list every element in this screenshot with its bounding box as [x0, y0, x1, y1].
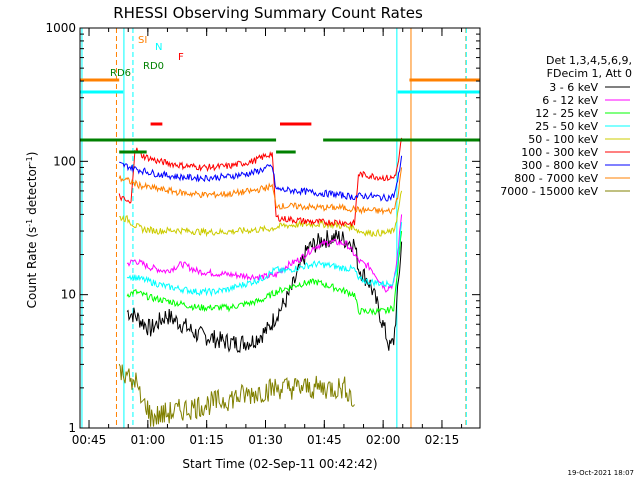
legend-entry-label-6: 300 - 800 keV [521, 159, 598, 172]
flag-label-f: F [178, 52, 184, 63]
legend-entry-label-4: 50 - 100 keV [528, 133, 598, 146]
x-tick-label-6: 02:15 [425, 433, 460, 447]
y-axis-label-exponent-2: -1 [25, 156, 34, 164]
y-tick-label-0: 1 [68, 421, 76, 435]
series-line-6 [119, 155, 403, 202]
y-axis-label-tail: detector [25, 164, 39, 219]
plot-frame [79, 27, 481, 429]
series-line-4 [119, 190, 403, 238]
flag-label-rd0: RD0 [143, 61, 164, 72]
series-line-1 [126, 214, 403, 293]
chart-title-group: RHESSI Observing Summary Count Rates [113, 4, 423, 22]
series-line-7 [118, 167, 403, 216]
plot-axes: 1 10 100 1000 00:45 01:00 01:15 01:30 01:45 02:00… [45, 21, 481, 447]
footer-timestamp: 19-Oct-2021 18:07 [568, 469, 634, 477]
x-tick-label-0: 00:45 [72, 433, 107, 447]
legend-header-line-0: Det 1,3,4,5,6,9, [546, 54, 632, 67]
y-axis-label-end: ) [25, 152, 39, 157]
flag-label-rd6: RD6 [110, 68, 131, 79]
legend-header-line-1: FDecim 1, Att 0 [547, 67, 632, 80]
series-line-0 [126, 229, 403, 354]
x-tick-label-2: 01:15 [189, 433, 224, 447]
legend-entry-label-7: 800 - 7000 keV [514, 172, 598, 185]
y-tick-label-3: 1000 [45, 21, 76, 35]
chart-title: RHESSI Observing Summary Count Rates [113, 4, 423, 22]
series-line-5 [118, 137, 403, 227]
y-axis-label-group: Count Rate (s-1 detector-1) [25, 152, 40, 309]
legend-entry-label-0: 3 - 6 keV [549, 81, 598, 94]
legend-entry-label-8: 7000 - 15000 keV [500, 185, 598, 198]
legend-entry-label-5: 100 - 300 keV [521, 146, 598, 159]
y-axis-label-exponent: -1 [25, 219, 34, 227]
y-tick-label-2: 100 [53, 154, 76, 168]
flag-label-n: N [155, 42, 162, 53]
series-line-2 [126, 231, 403, 316]
x-axis-label: Start Time (02-Sep-11 00:42:42) [182, 457, 377, 471]
legend-entry-label-2: 12 - 25 keV [535, 107, 598, 120]
y-axis-label-main: Count Rate (s [25, 227, 39, 309]
y-axis-label: Count Rate (s-1 detector-1) [25, 152, 40, 309]
series-line-8 [118, 363, 355, 427]
legend-entry-label-3: 25 - 50 keV [535, 120, 598, 133]
vertical-markers [81, 28, 467, 428]
series-line-3 [126, 222, 403, 297]
x-tick-label-3: 01:30 [248, 433, 283, 447]
state-flags: SI N F RD0 RD6 [80, 35, 480, 154]
x-tick-label-1: 01:00 [131, 433, 166, 447]
legend: Det 1,3,4,5,6,9,FDecim 1, Att 03 - 6 keV… [500, 54, 632, 198]
legend-entry-label-1: 6 - 12 keV [542, 94, 598, 107]
series-lines [118, 137, 403, 427]
y-tick-label-1: 10 [61, 288, 76, 302]
x-tick-label-4: 01:45 [307, 433, 342, 447]
x-tick-label-5: 02:00 [366, 433, 401, 447]
flag-label-si: SI [138, 35, 147, 46]
